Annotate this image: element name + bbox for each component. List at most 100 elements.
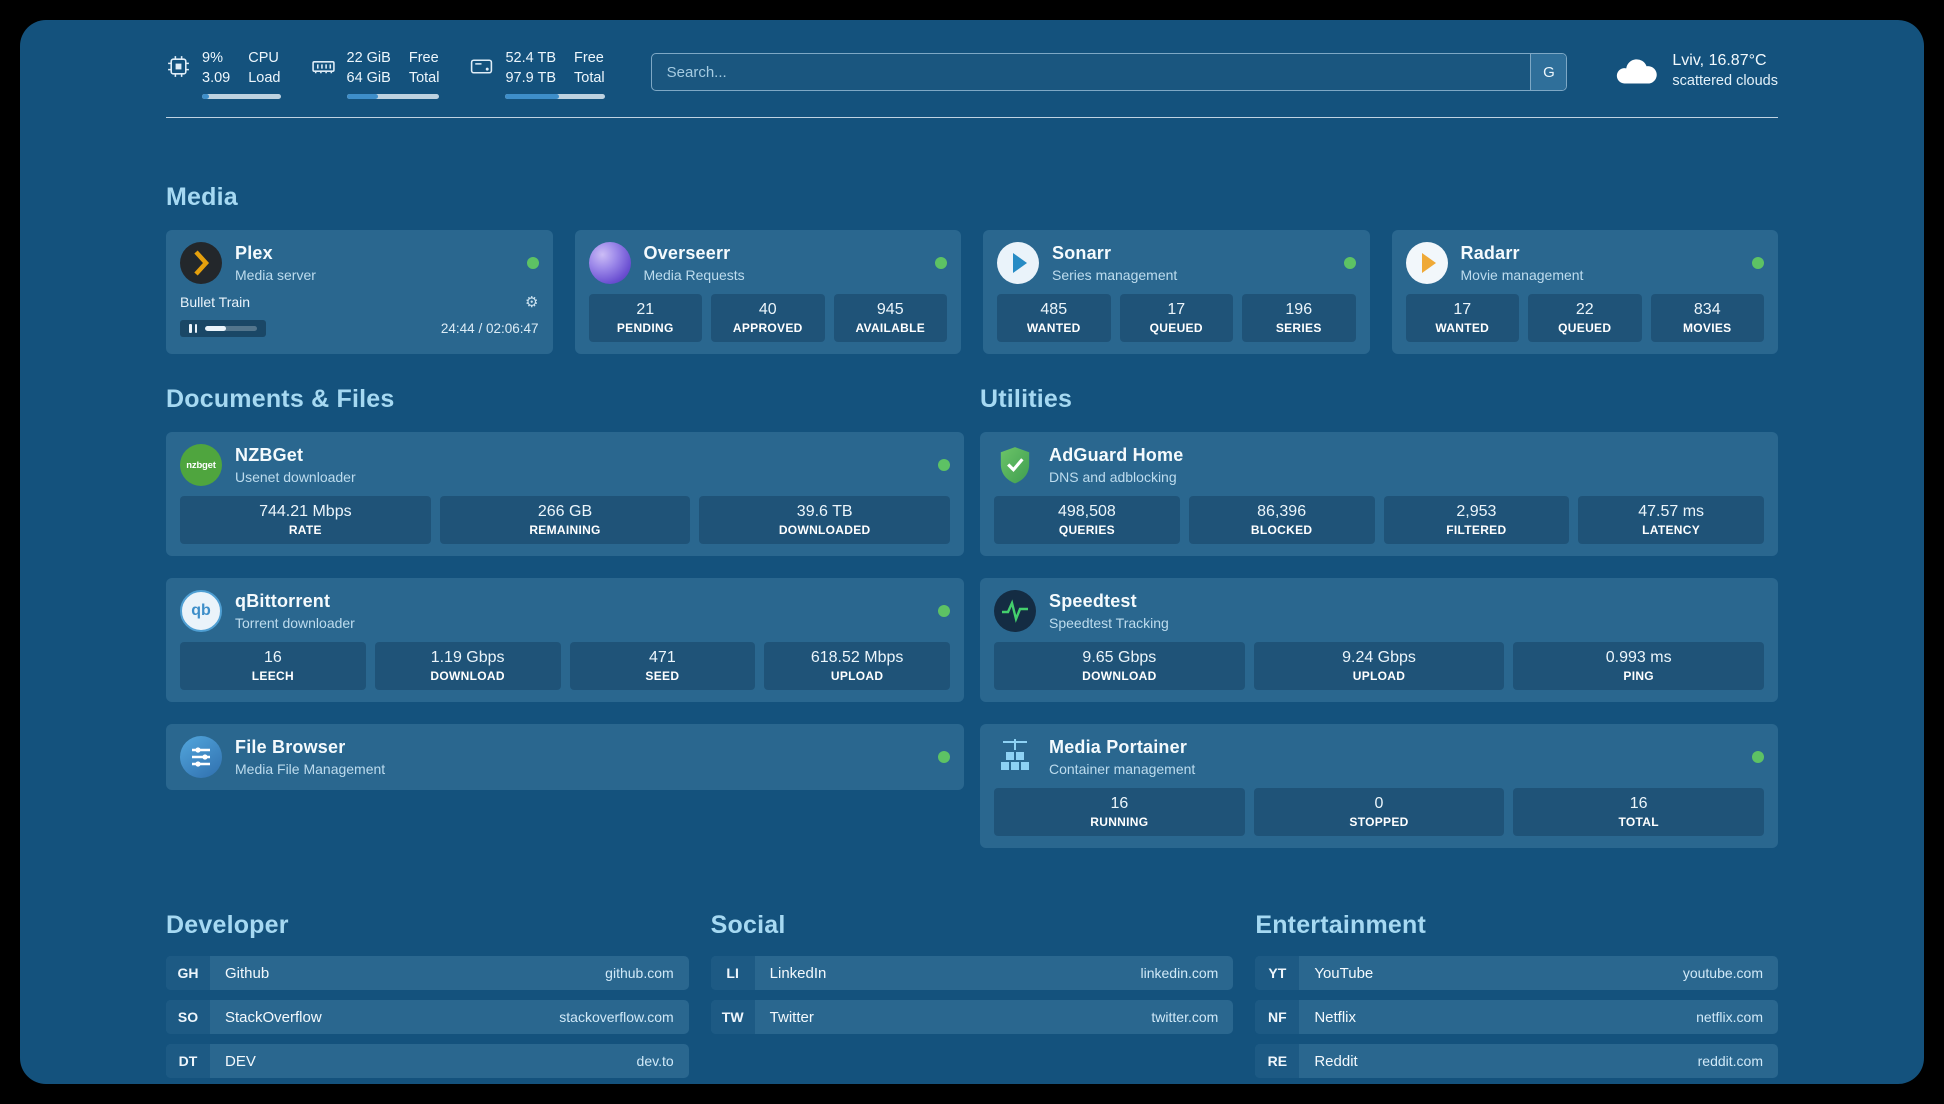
app-subtitle: Usenet downloader xyxy=(235,469,356,485)
stat-download: 1.19 Gbps DOWNLOAD xyxy=(374,642,561,690)
bookmark-stackoverflow[interactable]: SO StackOverflow stackoverflow.com xyxy=(166,1000,689,1034)
stat-seed: 471 SEED xyxy=(569,642,756,690)
bookmark-linkedin[interactable]: LI LinkedIn linkedin.com xyxy=(710,956,1234,990)
bookmark-url: netflix.com xyxy=(1696,1009,1763,1025)
dashboard: 9% CPU 3.09 Load 22 GiB Free 64 GiB T xyxy=(20,20,1924,1084)
stat-approved: 40 APPROVED xyxy=(711,294,825,342)
app-card-speedtest[interactable]: Speedtest Speedtest Tracking 9.65 Gbps D… xyxy=(980,578,1778,702)
bookmark-name: Twitter xyxy=(769,1008,814,1026)
bookmark-abbr: NF xyxy=(1255,1000,1300,1034)
bookmark-netflix[interactable]: NF Netflix netflix.com xyxy=(1255,1000,1778,1034)
documents-column: Documents & Files nzbget NZBGet Usenet d… xyxy=(166,384,964,812)
weather-widget: Lviv, 16.87°C scattered clouds xyxy=(1613,52,1778,89)
app-card-adguard[interactable]: AdGuard Home DNS and adblocking 498,508 … xyxy=(980,432,1778,556)
section-title-media: Media xyxy=(166,183,238,211)
bookmark-url: stackoverflow.com xyxy=(559,1009,674,1025)
bookmark-name: DEV xyxy=(225,1052,256,1070)
stat-blocked: 86,396 BLOCKED xyxy=(1188,496,1375,544)
bookmark-name: Netflix xyxy=(1314,1008,1357,1026)
app-name: Overseerr xyxy=(643,243,731,263)
radarr-icon xyxy=(1405,242,1448,284)
stat-wanted: 485 WANTED xyxy=(997,294,1111,342)
app-name: NZBGet xyxy=(235,445,304,465)
stat-available: 945 AVAILABLE xyxy=(833,294,947,342)
stat-upload: 9.24 Gbps UPLOAD xyxy=(1253,642,1505,690)
bookmark-abbr: TW xyxy=(710,1000,755,1034)
disk-progressbar xyxy=(505,94,605,99)
bookmark-url: twitter.com xyxy=(1151,1009,1219,1025)
search-input[interactable] xyxy=(650,53,1568,91)
disk-free-label: Free xyxy=(574,50,604,66)
app-card-plex[interactable]: Plex Media server Bullet Train ⚙ 24:44 /… xyxy=(166,230,553,354)
status-dot xyxy=(1752,257,1764,269)
app-name: qBittorrent xyxy=(235,591,331,611)
cpu-icon xyxy=(168,56,189,77)
app-subtitle: Speedtest Tracking xyxy=(1049,615,1169,631)
app-card-nzbget[interactable]: nzbget NZBGet Usenet downloader 744.21 M… xyxy=(166,432,964,556)
stat-series: 196 SERIES xyxy=(1242,294,1356,342)
bookmark-url: youtube.com xyxy=(1682,965,1763,981)
player-controls xyxy=(180,320,266,337)
app-card-filebrowser[interactable]: File Browser Media File Management xyxy=(166,724,964,790)
app-name: AdGuard Home xyxy=(1049,445,1184,465)
app-card-overseerr[interactable]: Overseerr Media Requests 21 PENDING 40 A… xyxy=(574,230,961,354)
bookmark-twitter[interactable]: TW Twitter twitter.com xyxy=(710,1000,1234,1034)
playback-progressbar[interactable] xyxy=(205,326,257,331)
bookmark-name: StackOverflow xyxy=(225,1008,322,1026)
app-card-qbittorrent[interactable]: qb qBittorrent Torrent downloader 16 LEE… xyxy=(166,578,964,702)
cpu-widget: 9% CPU 3.09 Load xyxy=(166,50,281,99)
section-title-entertainment: Entertainment xyxy=(1255,911,1427,939)
sonarr-icon xyxy=(997,242,1039,284)
app-name: Plex xyxy=(235,243,273,263)
playback-time: 24:44 / 02:06:47 xyxy=(440,321,539,336)
stat-stopped: 0 STOPPED xyxy=(1253,788,1505,836)
ram-widget: 22 GiB Free 64 GiB Total xyxy=(311,50,440,99)
app-card-radarr[interactable]: Radarr Movie management 17 WANTED 22 QUE… xyxy=(1391,230,1778,354)
bookmark-url: github.com xyxy=(605,965,674,981)
nzbget-icon: nzbget xyxy=(180,444,222,486)
ram-total-label: Total xyxy=(408,70,440,86)
qbittorrent-icon: qb xyxy=(180,590,222,632)
stat-downloaded: 39.6 TB DOWNLOADED xyxy=(699,496,951,544)
search: G xyxy=(650,53,1568,91)
gear-icon[interactable]: ⚙ xyxy=(525,294,539,311)
app-card-portainer[interactable]: Media Portainer Container management 16 … xyxy=(980,724,1778,848)
search-engine-button[interactable]: G xyxy=(1530,54,1567,90)
bookmark-abbr: DT xyxy=(166,1044,210,1078)
bookmark-github[interactable]: GH Github github.com xyxy=(166,956,689,990)
ram-free-value: 22 GiB xyxy=(346,50,391,66)
app-name: Speedtest xyxy=(1049,591,1137,611)
bookmark-url: reddit.com xyxy=(1697,1053,1763,1069)
app-name: Radarr xyxy=(1460,243,1520,263)
bookmark-abbr: YT xyxy=(1255,956,1300,990)
now-playing-title: Bullet Train xyxy=(180,294,251,310)
top-bar: 9% CPU 3.09 Load 22 GiB Free 64 GiB T xyxy=(166,50,1778,99)
bookmark-dev[interactable]: DT DEV dev.to xyxy=(166,1044,689,1078)
stat-queued: 17 QUEUED xyxy=(1119,294,1233,342)
bookmark-group-developer: Developer GH Github github.com SO StackO… xyxy=(166,910,689,1084)
section-title-documents: Documents & Files xyxy=(166,385,395,413)
section-title-developer: Developer xyxy=(166,911,289,939)
bookmark-url: linkedin.com xyxy=(1140,965,1219,981)
app-subtitle: Media server xyxy=(235,267,316,283)
bookmark-youtube[interactable]: YT YouTube youtube.com xyxy=(1255,956,1778,990)
app-card-sonarr[interactable]: Sonarr Series management 485 WANTED 17 Q… xyxy=(983,230,1370,354)
app-name: File Browser xyxy=(235,737,346,757)
stat-remaining: 266 GB REMAINING xyxy=(439,496,691,544)
bookmark-group-entertainment: Entertainment YT YouTube youtube.com NF … xyxy=(1255,910,1778,1084)
media-grid: Plex Media server Bullet Train ⚙ 24:44 /… xyxy=(166,230,1778,354)
pause-icon[interactable] xyxy=(189,324,197,333)
status-dot xyxy=(938,459,950,471)
app-subtitle: Container management xyxy=(1049,761,1196,777)
status-dot xyxy=(938,751,950,763)
bookmark-url: dev.to xyxy=(636,1053,674,1069)
ram-total-value: 64 GiB xyxy=(346,70,391,86)
stat-queries: 498,508 QUERIES xyxy=(994,496,1180,544)
bookmark-reddit[interactable]: RE Reddit reddit.com xyxy=(1255,1044,1778,1078)
bookmark-abbr: GH xyxy=(166,956,210,990)
status-dot xyxy=(526,257,539,269)
status-dot xyxy=(1752,751,1764,763)
ram-progressbar xyxy=(346,94,440,99)
stat-wanted: 17 WANTED xyxy=(1405,294,1519,342)
status-dot xyxy=(935,257,947,269)
